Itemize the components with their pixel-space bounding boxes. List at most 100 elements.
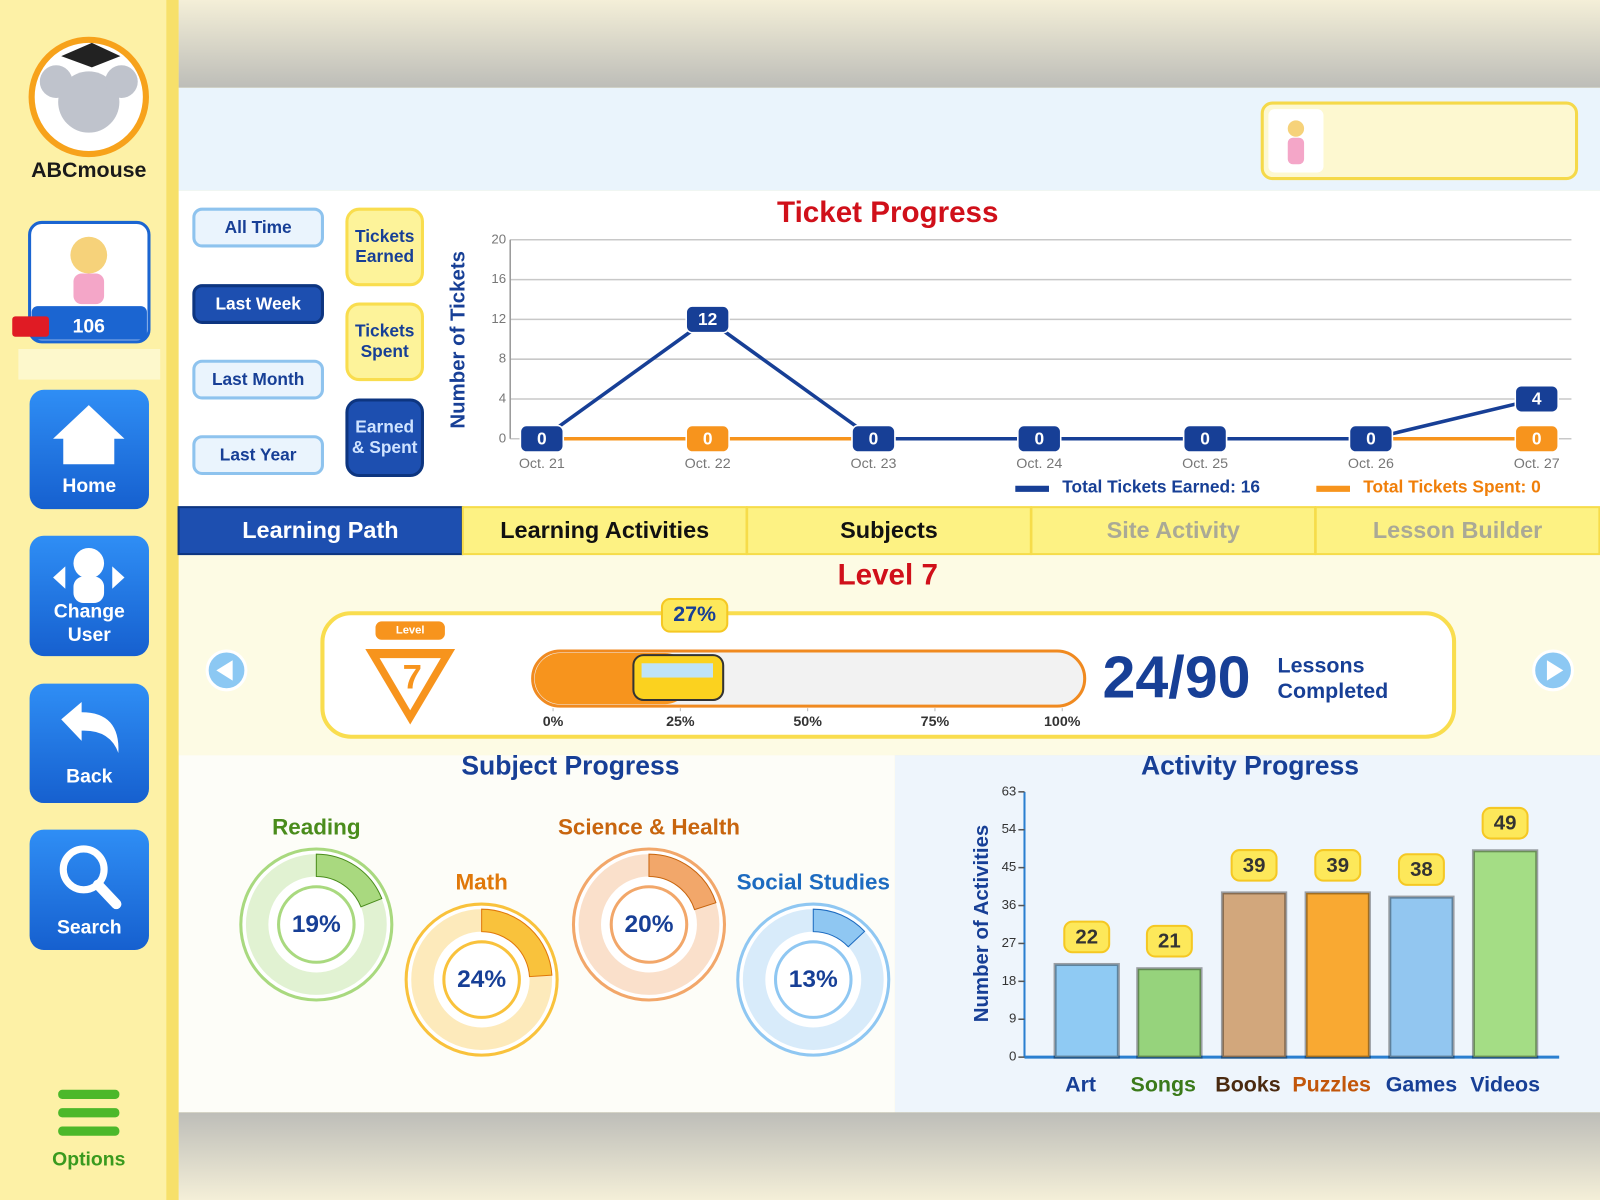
level-title: Level 7 [838, 558, 938, 591]
chart-title: Subject Progress [461, 750, 679, 780]
nav-label[interactable]: Back [66, 765, 113, 788]
y-tick-label: 27 [1002, 935, 1017, 950]
options-label[interactable]: Options [52, 1148, 125, 1170]
bus-window [641, 663, 713, 678]
lessons-count: 24/90 [1102, 643, 1250, 710]
data-label: 0 [1532, 428, 1542, 448]
user-icon [73, 576, 105, 604]
mode-label[interactable]: Earned & Spent [351, 416, 418, 458]
user-icon [73, 547, 105, 579]
data-label: 0 [537, 428, 547, 448]
arrow-icon [53, 566, 66, 589]
bar [1471, 849, 1539, 1059]
nav-label[interactable]: Change User [53, 601, 125, 646]
tab-label[interactable]: Lesson Builder [1373, 517, 1542, 543]
donut-center [773, 940, 853, 1019]
options-icon[interactable] [58, 1089, 120, 1136]
mode-label-box: Tickets Spent [354, 321, 415, 362]
level-badge-tag [375, 621, 445, 640]
x-tick-label: Oct. 21 [519, 456, 565, 472]
data-label: 21 [1158, 931, 1181, 953]
search-icon [59, 845, 108, 894]
mode-button[interactable] [345, 302, 424, 382]
tab-label[interactable]: Learning Activities [500, 517, 709, 543]
mode-label[interactable]: Tickets Earned [354, 226, 415, 267]
tab[interactable] [177, 506, 464, 556]
x-tick-label: Videos [1470, 1072, 1540, 1096]
donut-wedge [315, 853, 383, 908]
x-tick-label: Oct. 23 [850, 456, 896, 472]
bar [1136, 967, 1203, 1059]
bottom-band [178, 1112, 1600, 1200]
lessons-label: Lessons Completed [1277, 653, 1389, 704]
donut-wedge [648, 853, 717, 911]
y-tick-label: 9 [1009, 1011, 1016, 1026]
x-tick-label: Oct. 22 [685, 456, 731, 472]
bar [1053, 962, 1120, 1059]
period-button[interactable] [192, 435, 324, 476]
x-tick-label: Art [1065, 1072, 1096, 1096]
period-button[interactable] [192, 207, 324, 248]
point-badge [519, 424, 565, 453]
tab-label[interactable]: Learning Path [242, 517, 398, 543]
period-button[interactable] [192, 359, 324, 400]
tab[interactable] [1314, 506, 1600, 556]
period-label[interactable]: Last Week [215, 294, 301, 314]
logo-mouse [58, 71, 120, 133]
data-label: 38 [1410, 859, 1433, 881]
legend-label: Total Tickets Earned: 16 [1062, 476, 1260, 496]
nav-label-box: Back [66, 765, 113, 788]
progress-tick-label: 25% [666, 714, 695, 730]
value-badge [1314, 849, 1362, 882]
donut-label: 19% [292, 911, 341, 938]
donut-label: 24% [457, 966, 506, 993]
back-button[interactable] [29, 683, 149, 804]
tab-label[interactable]: Subjects [840, 517, 938, 543]
data-label: 22 [1075, 926, 1098, 948]
period-label[interactable]: All Time [225, 217, 292, 237]
tab[interactable] [1030, 506, 1317, 556]
options-bar [58, 1089, 120, 1099]
badge-label: Level [396, 625, 425, 637]
donut-center [442, 940, 521, 1019]
donut-center [609, 885, 689, 964]
value-badge [1145, 924, 1193, 958]
donut-center [277, 885, 356, 964]
period-label[interactable]: Last Year [220, 445, 297, 465]
mode-button[interactable] [345, 207, 424, 287]
mode-button[interactable] [345, 398, 424, 478]
data-label: 0 [869, 428, 879, 448]
bar [1388, 895, 1455, 1059]
nav-label[interactable]: Home [62, 475, 117, 497]
period-button[interactable] [192, 284, 324, 324]
home-icon [53, 405, 125, 465]
tab-label[interactable]: Site Activity [1107, 517, 1240, 543]
nav-label[interactable]: Search [56, 916, 122, 939]
y-tick-label: 4 [499, 390, 506, 405]
y-tick-label: 54 [1002, 821, 1017, 836]
data-label: 0 [1366, 428, 1376, 448]
chart-title: Ticket Progress [777, 196, 998, 229]
next-arrow-icon [1546, 660, 1564, 681]
data-label: 12 [698, 309, 717, 329]
options-bar [58, 1126, 120, 1136]
y-tick-label: 0 [499, 430, 506, 445]
y-axis-label: Number of Tickets [448, 251, 470, 429]
avatar-head [70, 236, 108, 274]
profile-box [1260, 101, 1579, 181]
mode-label[interactable]: Tickets Spent [354, 321, 415, 362]
nav-label-box: Change User [53, 601, 125, 646]
y-tick-label: 63 [1002, 783, 1017, 798]
subject-name: Science & Health [558, 814, 740, 839]
period-label[interactable]: Last Month [212, 369, 304, 389]
avatar-body [1287, 137, 1305, 165]
tab[interactable] [461, 506, 748, 556]
point-badge [1514, 424, 1559, 453]
progress-tick-label: 50% [793, 714, 822, 730]
donut-wedge [812, 908, 866, 948]
subject-name: Math [455, 870, 507, 895]
y-tick-label: 12 [491, 311, 506, 326]
prev-arrow-icon [216, 660, 233, 681]
